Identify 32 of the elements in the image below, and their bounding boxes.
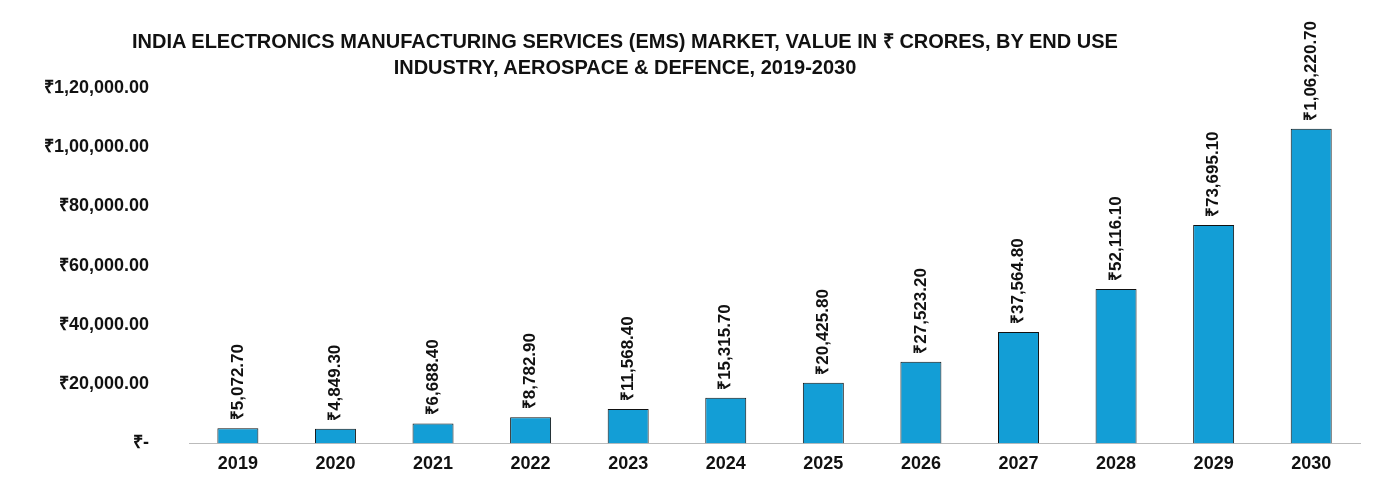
- x-tick-label: 2025: [803, 452, 844, 473]
- y-tick-label: ₹60,000.00: [59, 254, 150, 275]
- data-label: ₹73,695.10: [1203, 131, 1223, 218]
- x-tick-label: 2028: [1096, 452, 1137, 473]
- x-tick-label: 2023: [608, 452, 649, 473]
- y-tick-label: ₹-: [133, 432, 150, 453]
- x-tick-label: 2029: [1193, 452, 1234, 473]
- data-label: ₹8,782.90: [520, 333, 540, 410]
- x-tick-label: 2026: [900, 452, 941, 473]
- data-label: ₹1,06,220.70: [1300, 20, 1320, 121]
- y-tick-label: ₹20,000.00: [59, 372, 150, 393]
- data-label: ₹52,116.10: [1105, 196, 1125, 281]
- y-tick-label: ₹80,000.00: [59, 195, 150, 216]
- y-tick-label: ₹1,00,000.00: [44, 136, 150, 157]
- x-tick-label: 2027: [998, 452, 1039, 473]
- data-label: ₹27,523.20: [910, 268, 930, 354]
- data-label: ₹11,568.40: [617, 316, 637, 401]
- data-label: ₹5,072.70: [227, 344, 247, 421]
- x-tick-label: 2019: [217, 452, 258, 473]
- data-label: ₹37,564.80: [1008, 238, 1028, 325]
- data-label: ₹20,425.80: [813, 289, 833, 375]
- data-label: ₹4,849.30: [325, 344, 345, 421]
- x-tick-label: 2020: [315, 452, 356, 473]
- data-label: ₹6,688.40: [422, 339, 442, 416]
- x-tick-label: 2024: [705, 452, 746, 473]
- y-tick-label: ₹1,20,000.00: [44, 76, 150, 97]
- x-tick-label: 2021: [413, 452, 454, 473]
- data-label: ₹15,315.70: [715, 304, 735, 390]
- chart-title: INDIA ELECTRONICS MANUFACTURING SERVICES (EMS) MARKET, VALUE IN ₹ CRORES, BY END USE INDUSTRY, AEROSPACE & DEFENCE, 2019-2030: [132, 30, 1118, 78]
- x-tick-label: 2030: [1291, 452, 1332, 473]
- x-tick-label: 2022: [510, 452, 551, 473]
- y-tick-label: ₹40,000.00: [59, 313, 150, 334]
